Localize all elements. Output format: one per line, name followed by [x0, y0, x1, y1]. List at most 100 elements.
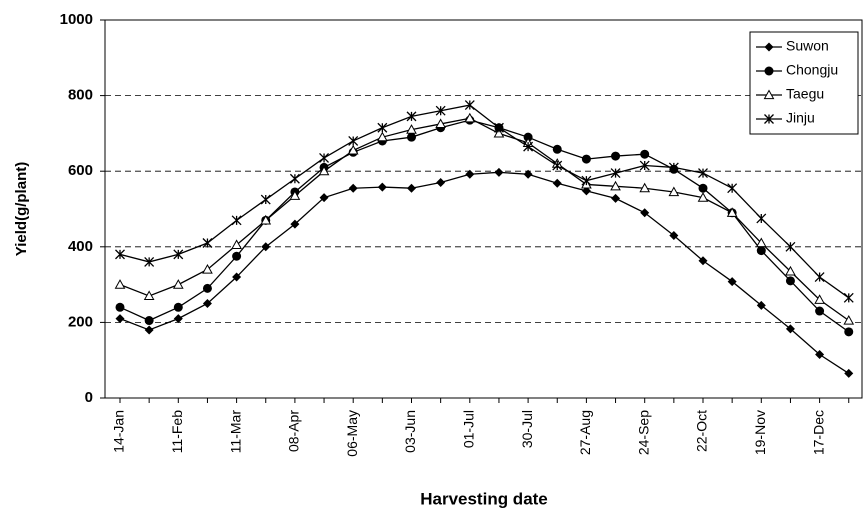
legend-label: Chongju — [786, 62, 838, 78]
marker — [290, 219, 300, 229]
x-axis-label: Harvesting date — [420, 489, 548, 508]
marker — [814, 272, 825, 282]
y-tick-label: 200 — [68, 313, 93, 330]
marker — [552, 160, 563, 171]
series-line — [119, 104, 850, 299]
marker — [261, 242, 271, 252]
marker — [764, 66, 774, 76]
marker — [202, 263, 213, 274]
legend: Suwon Chongju Taegu Jinju — [749, 31, 859, 135]
marker — [640, 208, 650, 218]
marker — [763, 89, 775, 100]
marker — [727, 277, 737, 287]
x-tick-label: 19-Nov — [752, 410, 768, 455]
y-tick-label: 600 — [68, 162, 93, 179]
marker — [377, 182, 387, 192]
marker — [407, 132, 416, 142]
marker — [523, 169, 533, 179]
x-tick-label: 30-Jul — [519, 410, 535, 448]
series-line — [119, 171, 850, 374]
marker — [173, 302, 183, 312]
legend-label: Suwon — [786, 38, 829, 54]
marker — [435, 118, 446, 129]
marker — [231, 215, 242, 226]
marker — [289, 190, 301, 200]
marker — [844, 327, 854, 337]
x-tick-label: 08-Apr — [286, 410, 302, 452]
marker — [115, 314, 125, 324]
marker — [377, 131, 388, 142]
series-line — [119, 117, 850, 322]
marker — [377, 122, 388, 133]
marker — [698, 256, 708, 266]
marker — [260, 214, 272, 225]
marker — [465, 169, 475, 179]
marker — [143, 290, 155, 301]
marker — [668, 186, 680, 197]
marker — [581, 186, 591, 196]
marker — [319, 193, 329, 203]
y-tick-label: 800 — [68, 87, 93, 104]
marker — [493, 127, 505, 138]
marker — [348, 136, 359, 146]
marker — [173, 314, 183, 324]
marker — [843, 314, 855, 325]
marker — [639, 160, 650, 171]
marker — [348, 183, 358, 193]
x-tick-label: 27-Aug — [577, 410, 593, 455]
marker — [698, 183, 708, 193]
marker — [172, 279, 184, 289]
marker — [493, 122, 504, 133]
marker — [318, 165, 330, 176]
marker — [785, 276, 795, 286]
marker — [464, 112, 476, 123]
x-tick-label: 01-Jul — [461, 410, 477, 448]
marker — [173, 249, 184, 260]
marker — [202, 299, 212, 308]
marker — [115, 302, 125, 312]
marker — [581, 154, 591, 164]
marker — [756, 300, 766, 310]
marker — [435, 105, 446, 116]
marker — [232, 272, 242, 282]
marker — [144, 256, 155, 267]
marker — [347, 144, 359, 155]
marker — [260, 194, 271, 205]
x-tick-label: 11-Feb — [169, 410, 185, 454]
marker — [764, 42, 774, 52]
marker — [727, 183, 738, 194]
marker — [669, 230, 679, 240]
marker — [698, 168, 708, 179]
marker — [115, 249, 125, 260]
marker — [639, 182, 651, 193]
marker — [289, 173, 300, 184]
x-tick-label: 03-Jun — [402, 410, 418, 453]
marker — [844, 368, 854, 378]
marker — [697, 192, 709, 202]
y-tick-label: 1000 — [60, 11, 93, 28]
marker — [756, 246, 766, 256]
marker — [202, 238, 213, 248]
marker — [232, 251, 242, 261]
marker — [814, 294, 825, 304]
y-tick-label: 0 — [85, 389, 93, 406]
marker — [144, 316, 154, 326]
marker — [319, 153, 330, 163]
marker — [202, 283, 212, 293]
marker — [764, 114, 774, 124]
y-tick-label: 400 — [68, 238, 93, 255]
x-tick-label: 11-Mar — [227, 410, 243, 454]
marker — [640, 149, 650, 159]
marker — [144, 325, 154, 335]
legend-label: Taegu — [786, 86, 824, 102]
marker — [436, 178, 446, 188]
marker — [231, 239, 242, 250]
series-line — [119, 119, 850, 333]
marker — [755, 237, 767, 248]
x-tick-label: 14-Jan — [111, 410, 127, 453]
x-tick-label: 17-Dec — [810, 410, 826, 455]
x-tick-label: 22-Oct — [694, 410, 710, 452]
marker — [114, 279, 126, 289]
marker — [756, 213, 767, 224]
